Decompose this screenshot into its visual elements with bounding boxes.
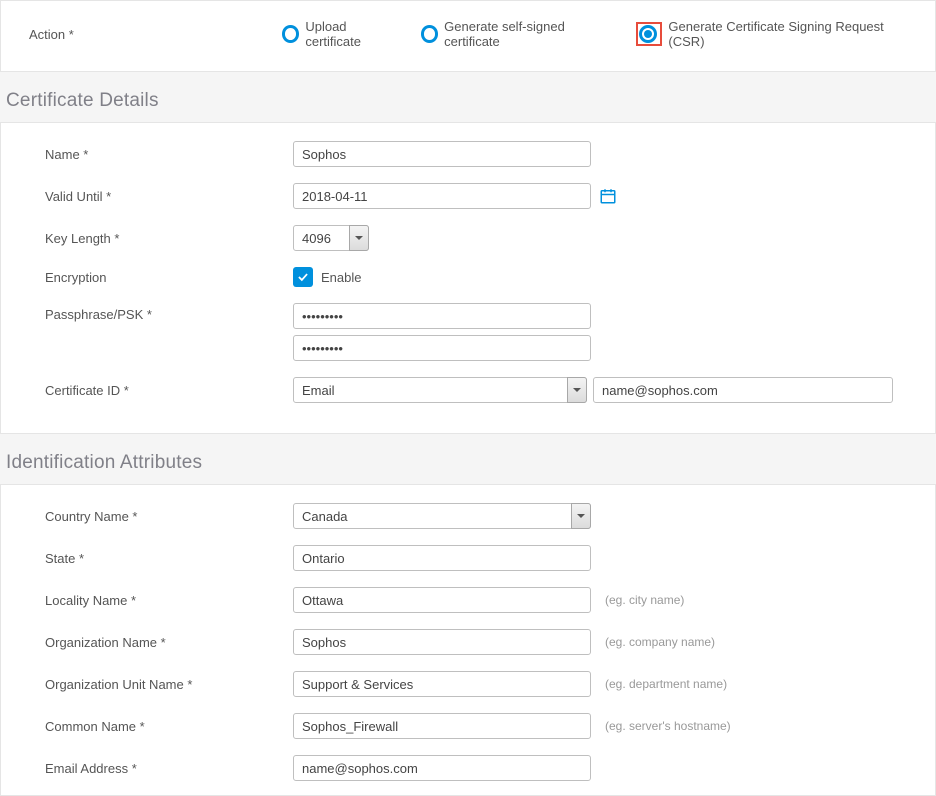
label-country: Country Name * [45, 509, 293, 524]
radio-icon [639, 25, 657, 43]
label-org-unit: Organization Unit Name * [45, 677, 293, 692]
organization-input[interactable] [293, 629, 591, 655]
hint-common-name: (eg. server's hostname) [605, 719, 731, 733]
locality-input[interactable] [293, 587, 591, 613]
certificate-details-panel: Name * Valid Until * Key Length * Encryp… [0, 122, 936, 434]
radio-generate-csr[interactable]: Generate Certificate Signing Request (CS… [636, 19, 915, 49]
action-label: Action * [29, 27, 282, 42]
row-email: Email Address * [45, 755, 915, 781]
row-org-unit: Organization Unit Name * (eg. department… [45, 671, 915, 697]
passphrase-confirm-input[interactable] [293, 335, 591, 361]
calendar-icon[interactable] [599, 187, 617, 205]
checkbox-label: Enable [321, 270, 361, 285]
email-input[interactable] [293, 755, 591, 781]
highlight-box [636, 22, 662, 46]
row-passphrase: Passphrase/PSK * [45, 303, 915, 361]
action-panel: Action * Upload certificate Generate sel… [0, 0, 936, 72]
section-title-identification: Identification Attributes [0, 434, 936, 484]
row-state: State * [45, 545, 915, 571]
hint-organization: (eg. company name) [605, 635, 715, 649]
label-key-length: Key Length * [45, 231, 293, 246]
radio-upload-certificate[interactable]: Upload certificate [282, 19, 403, 49]
row-name: Name * [45, 141, 915, 167]
label-organization: Organization Name * [45, 635, 293, 650]
hint-locality: (eg. city name) [605, 593, 684, 607]
valid-until-input[interactable] [293, 183, 591, 209]
certificate-id-value-input[interactable] [593, 377, 893, 403]
name-input[interactable] [293, 141, 591, 167]
action-radio-group: Upload certificate Generate self-signed … [282, 19, 915, 49]
checkbox-icon [293, 267, 313, 287]
label-locality: Locality Name * [45, 593, 293, 608]
label-common-name: Common Name * [45, 719, 293, 734]
row-locality: Locality Name * (eg. city name) [45, 587, 915, 613]
label-encryption: Encryption [45, 270, 293, 285]
common-name-input[interactable] [293, 713, 591, 739]
row-key-length: Key Length * [45, 225, 915, 251]
encryption-toggle[interactable]: Enable [293, 267, 361, 287]
country-select[interactable] [293, 503, 591, 529]
row-certificate-id: Certificate ID * [45, 377, 915, 403]
state-input[interactable] [293, 545, 591, 571]
identification-attributes-panel: Country Name * State * Locality Name * (… [0, 484, 936, 796]
certificate-id-type-value [293, 377, 587, 403]
row-organization: Organization Name * (eg. company name) [45, 629, 915, 655]
row-common-name: Common Name * (eg. server's hostname) [45, 713, 915, 739]
label-email: Email Address * [45, 761, 293, 776]
radio-icon [421, 25, 439, 43]
row-encryption: Encryption Enable [45, 267, 915, 287]
label-name: Name * [45, 147, 293, 162]
label-passphrase: Passphrase/PSK * [45, 303, 293, 322]
row-valid-until: Valid Until * [45, 183, 915, 209]
org-unit-input[interactable] [293, 671, 591, 697]
hint-org-unit: (eg. department name) [605, 677, 727, 691]
radio-icon [282, 25, 300, 43]
radio-label: Generate Certificate Signing Request (CS… [668, 19, 915, 49]
section-title-details: Certificate Details [0, 72, 936, 122]
key-length-select[interactable] [293, 225, 369, 251]
country-value [293, 503, 591, 529]
row-country: Country Name * [45, 503, 915, 529]
key-length-value [293, 225, 369, 251]
certificate-id-type-select[interactable] [293, 377, 587, 403]
passphrase-input[interactable] [293, 303, 591, 329]
radio-label: Generate self-signed certificate [444, 19, 618, 49]
radio-generate-self-signed[interactable]: Generate self-signed certificate [421, 19, 619, 49]
label-certificate-id: Certificate ID * [45, 383, 293, 398]
label-state: State * [45, 551, 293, 566]
radio-label: Upload certificate [305, 19, 402, 49]
label-valid-until: Valid Until * [45, 189, 293, 204]
